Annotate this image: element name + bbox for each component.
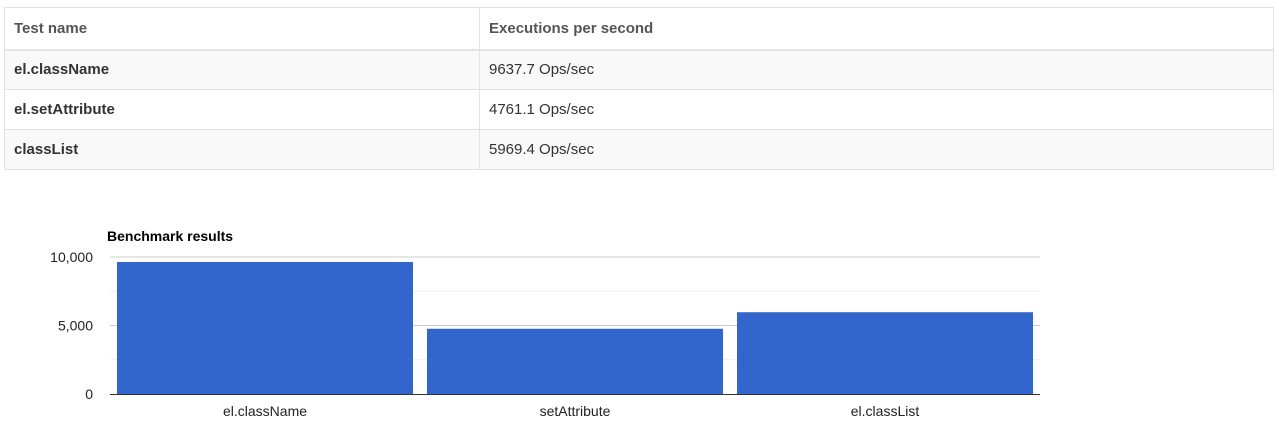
ops-per-second-cell: 9637.7 Ops/sec: [479, 49, 1274, 90]
table-row: el.className 9637.7 Ops/sec: [4, 49, 1274, 90]
y-tick-label: 5,000: [58, 318, 93, 334]
y-tick-label: 10,000: [50, 249, 93, 265]
y-tick-label: 0: [85, 386, 93, 402]
test-name-cell: el.setAttribute: [4, 89, 480, 130]
test-name-cell: classList: [4, 129, 480, 170]
x-category-label: el.className: [223, 403, 307, 419]
ops-per-second-cell: 4761.1 Ops/sec: [479, 89, 1274, 130]
chart-title: Benchmark results: [107, 228, 233, 244]
x-category-label: setAttribute: [540, 403, 611, 419]
column-header-test-name: Test name: [4, 7, 480, 51]
chart-bars: [116, 261, 1034, 394]
bar: [426, 328, 724, 394]
x-category-label: el.classList: [851, 403, 920, 419]
results-table: Test name Executions per second el.class…: [4, 7, 1274, 170]
chart-axes: 0 5,000 10,000 el.className setAttribute el.c…: [50, 249, 1040, 419]
bar: [736, 312, 1034, 394]
ops-per-second-cell: 5969.4 Ops/sec: [479, 129, 1274, 170]
table-header-row: Test name Executions per second: [4, 7, 1274, 51]
benchmark-bar-chart: Benchmark results 0 5,000 10,000 el.classNa…: [50, 228, 1040, 419]
bar: [116, 261, 414, 394]
table-row: el.setAttribute 4761.1 Ops/sec: [4, 89, 1274, 130]
column-header-executions-per-second: Executions per second: [479, 7, 1274, 51]
table-row: classList 5969.4 Ops/sec: [4, 129, 1274, 170]
test-name-cell: el.className: [4, 49, 480, 90]
